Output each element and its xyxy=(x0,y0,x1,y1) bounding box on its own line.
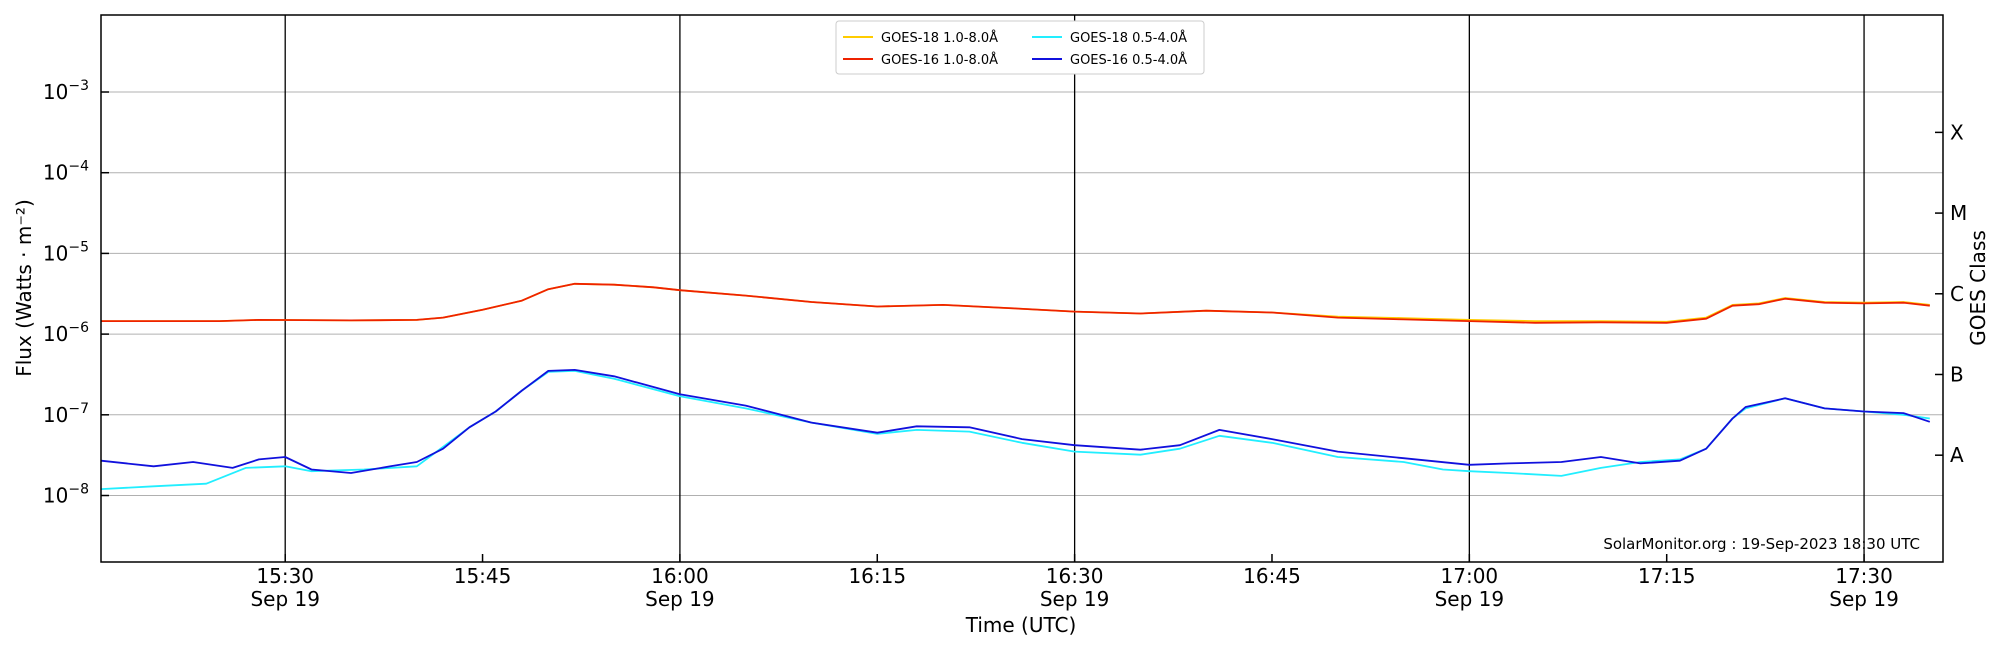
y-tick-label: 10−7 xyxy=(43,401,89,427)
y-axis: 10−8 10−7 10−6 10−5 10−4 10−3 xyxy=(43,78,109,508)
x-tick-label: 17:30 xyxy=(1835,564,1893,588)
y-axis-title: Flux (Watts · m⁻²) xyxy=(12,199,36,377)
legend-box xyxy=(835,20,1205,75)
y-tick-label: 10−6 xyxy=(43,320,89,346)
goes-class-label: C xyxy=(1950,282,1964,306)
watermark-annotation: SolarMonitor.org : 19-Sep-2023 18:30 UTC xyxy=(1603,535,1920,553)
vertical-time-markers xyxy=(284,15,1865,562)
goes-class-axis: A B C M X xyxy=(1935,120,1967,467)
x-tick-date-label: Sep 19 xyxy=(645,587,715,611)
plot-frame xyxy=(100,14,1944,563)
legend-label: GOES-18 0.5-4.0Å xyxy=(1070,30,1187,46)
x-tick-label: 15:30 xyxy=(256,564,314,588)
goes-class-label: X xyxy=(1950,120,1964,144)
grid-layer xyxy=(101,91,1943,497)
goes-class-label: M xyxy=(1950,201,1967,225)
x-tick-label: 16:15 xyxy=(848,564,906,588)
series-layer xyxy=(100,282,1931,490)
goes-class-title: GOES Class xyxy=(1966,230,1990,346)
goes-class-label: A xyxy=(1950,443,1964,467)
legend: GOES-18 1.0-8.0Å GOES-16 1.0-8.0Å GOES-18 … xyxy=(835,20,1205,75)
x-tick-date-label: Sep 19 xyxy=(250,587,320,611)
y-tick-label: 10−5 xyxy=(43,239,89,265)
series-line xyxy=(101,282,1930,323)
goes-class-label: B xyxy=(1950,362,1964,386)
y-tick-label: 10−3 xyxy=(43,78,89,104)
x-tick-label: 15:45 xyxy=(454,564,512,588)
legend-label: GOES-18 1.0-8.0Å xyxy=(881,30,998,46)
legend-label: GOES-16 0.5-4.0Å xyxy=(1070,52,1187,68)
x-tick-label: 16:30 xyxy=(1046,564,1104,588)
y-tick-label: 10−8 xyxy=(43,482,89,508)
x-axis-title: Time (UTC) xyxy=(965,613,1077,637)
x-tick-label: 17:15 xyxy=(1638,564,1696,588)
legend-label: GOES-16 1.0-8.0Å xyxy=(881,52,998,68)
x-tick-label: 16:00 xyxy=(651,564,709,588)
series-line xyxy=(101,282,1930,324)
x-tick-date-label: Sep 19 xyxy=(1040,587,1110,611)
x-tick-date-label: Sep 19 xyxy=(1829,587,1899,611)
y-tick-label: 10−4 xyxy=(43,159,89,185)
series-line xyxy=(100,369,1930,490)
x-tick-date-label: Sep 19 xyxy=(1435,587,1505,611)
x-tick-label: 17:00 xyxy=(1441,564,1499,588)
series-line xyxy=(100,368,1931,474)
x-tick-label: 16:45 xyxy=(1243,564,1301,588)
